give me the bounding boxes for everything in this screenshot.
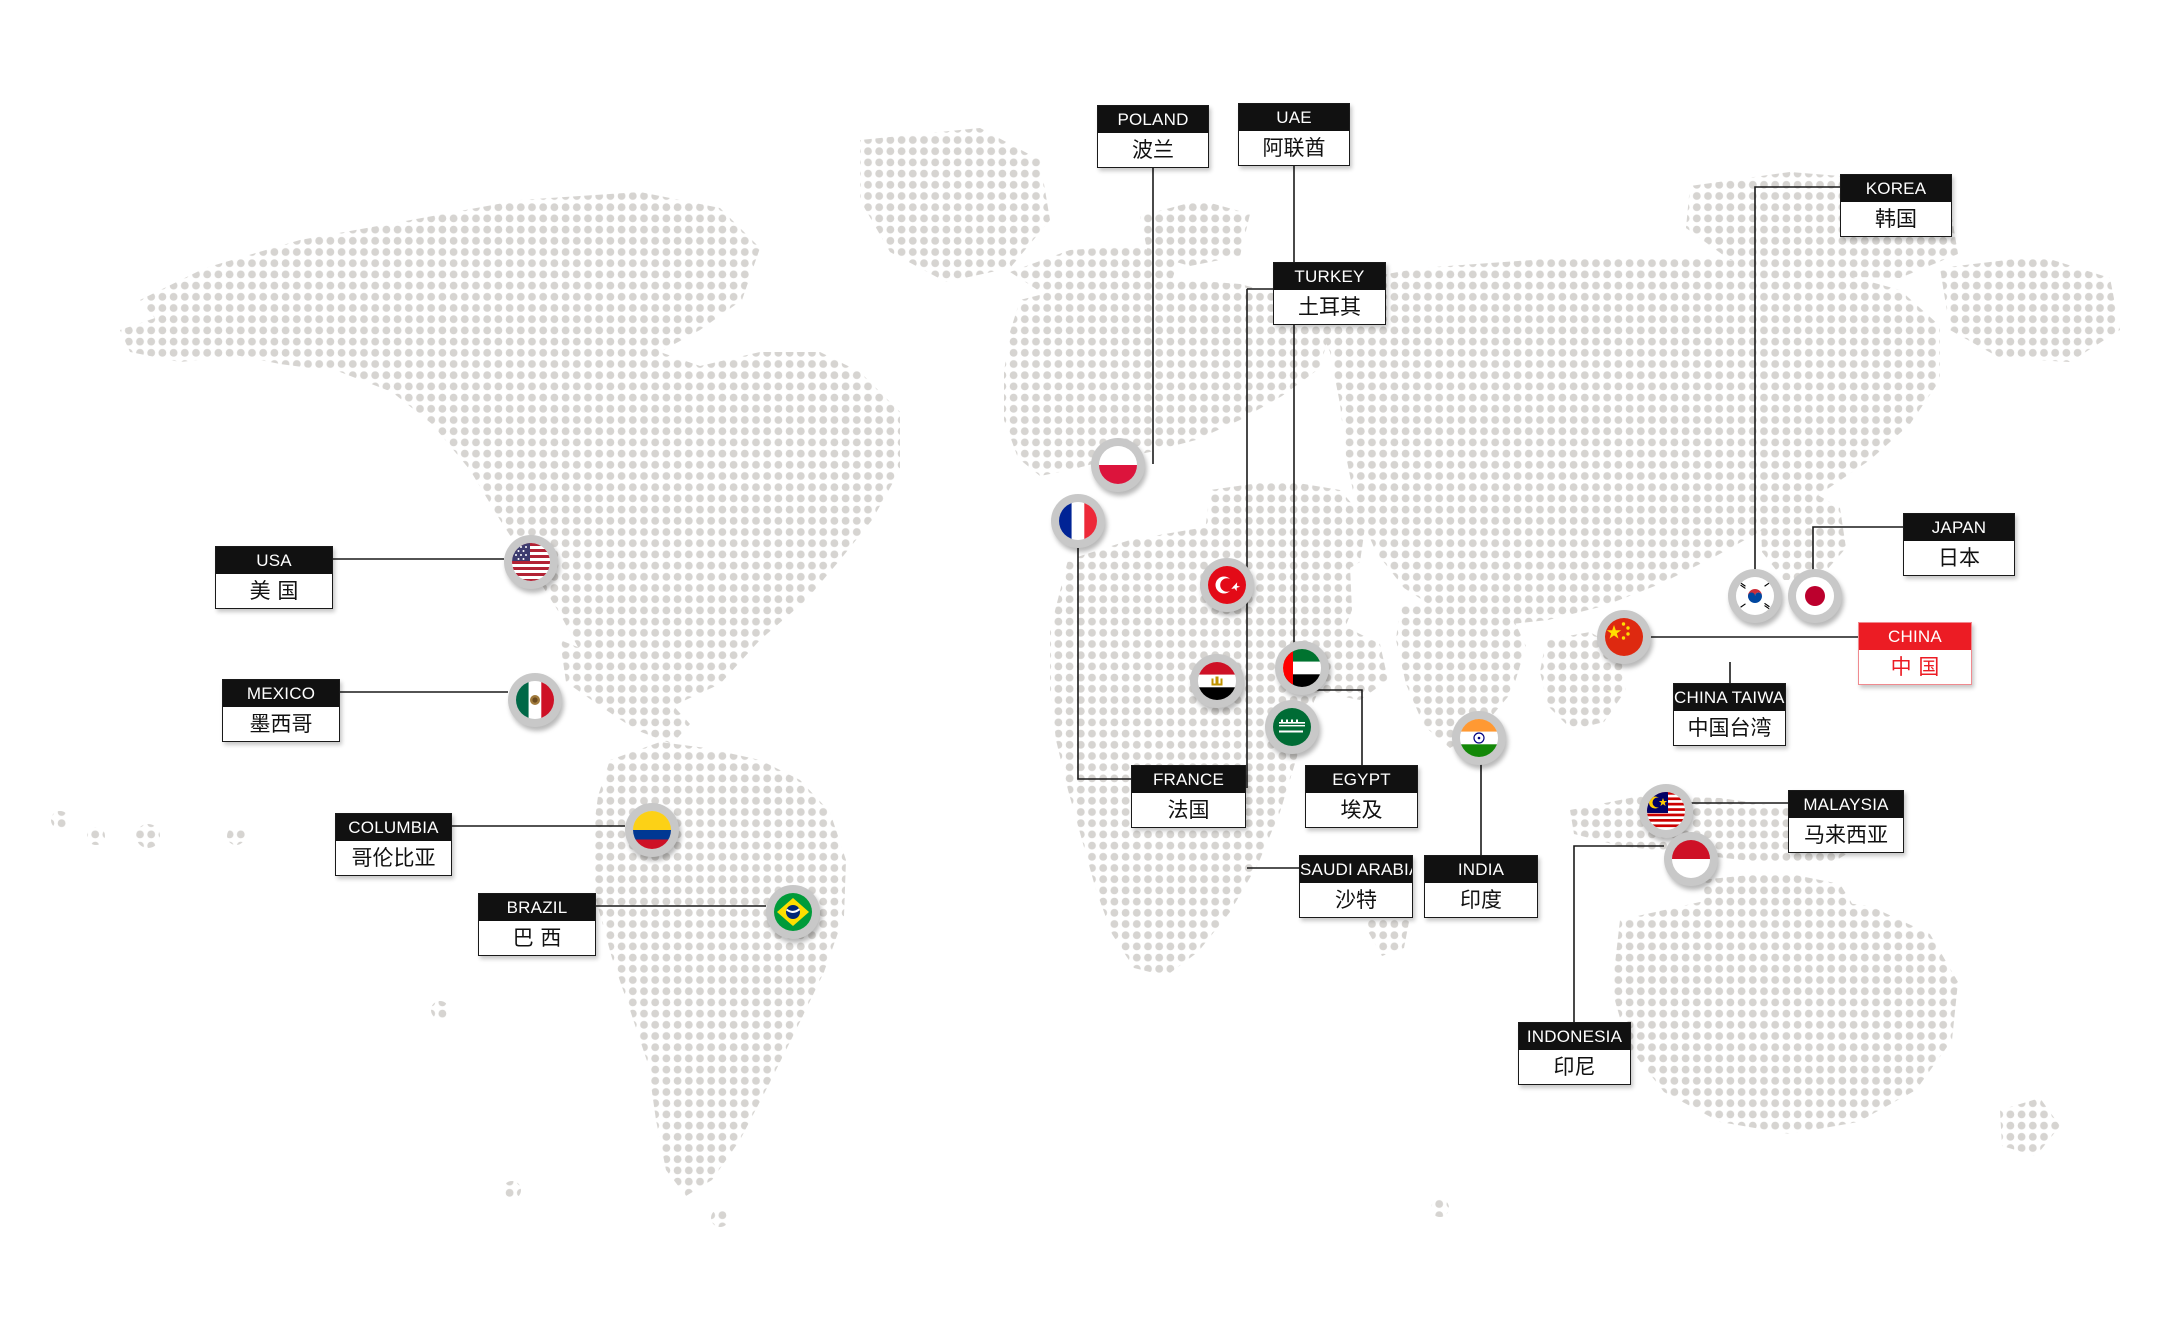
flag-indonesia-icon (1672, 840, 1710, 878)
flag-egypt-icon (1198, 662, 1236, 700)
flag-marker-indonesia[interactable] (1664, 832, 1718, 886)
callout-cn-turkey: 土耳其 (1298, 295, 1361, 319)
callout-cn-usa: 美 国 (249, 579, 299, 603)
callout-cn-uae: 阿联酋 (1262, 136, 1326, 160)
flag-brazil-icon (774, 893, 812, 931)
callout-cn-malaysia: 马来西亚 (1804, 823, 1888, 847)
callout-saudi-arabia[interactable]: SAUDI ARABIA 沙特 (1299, 855, 1413, 918)
callout-name-turkey: TURKEY (1274, 263, 1385, 290)
flag-malaysia-icon (1647, 792, 1685, 830)
callout-cn-india: 印度 (1460, 888, 1502, 912)
flag-marker-france[interactable] (1051, 494, 1105, 548)
flag-marker-japan[interactable] (1788, 569, 1842, 623)
callout-name-china-taiwan: CHINA TAIWAN (1674, 684, 1785, 711)
callout-name-indonesia: INDONESIA (1519, 1023, 1630, 1050)
flag-marker-saudi-arabia[interactable] (1265, 700, 1319, 754)
callout-japan[interactable]: JAPAN 日本 (1903, 513, 2015, 576)
callout-china[interactable]: CHINA 中 国 (1858, 622, 1972, 685)
callout-cn-japan: 日本 (1938, 546, 1980, 570)
callout-uae[interactable]: UAE 阿联酋 (1238, 103, 1350, 166)
callout-name-korea: KOREA (1841, 175, 1951, 202)
callout-name-mexico: MEXICO (223, 680, 339, 707)
callout-cn-poland: 波兰 (1132, 138, 1174, 162)
callout-cn-saudi-arabia: 沙特 (1335, 888, 1377, 912)
flag-marker-brazil[interactable] (766, 885, 820, 939)
callout-cn-korea: 韩国 (1875, 207, 1917, 231)
callout-cn-egypt: 埃及 (1340, 798, 1383, 822)
callout-name-japan: JAPAN (1904, 514, 2014, 541)
flag-marker-usa[interactable] (504, 535, 558, 589)
flag-marker-malaysia[interactable] (1639, 784, 1693, 838)
callout-name-poland: POLAND (1098, 106, 1208, 133)
flag-marker-china[interactable] (1597, 610, 1651, 664)
callout-poland[interactable]: POLAND 波兰 (1097, 105, 1209, 168)
flag-india-icon (1460, 719, 1498, 757)
callout-cn-france: 法国 (1167, 798, 1210, 822)
flag-turkey-icon (1208, 566, 1246, 604)
callout-name-saudi-arabia: SAUDI ARABIA (1300, 856, 1412, 883)
callout-egypt[interactable]: EGYPT 埃及 (1305, 765, 1418, 828)
callout-name-france: FRANCE (1132, 766, 1245, 793)
callout-cn-brazil: 巴 西 (512, 926, 562, 950)
flag-japan-icon (1796, 577, 1834, 615)
flag-saudi-icon (1273, 708, 1311, 746)
flag-marker-korea[interactable] (1728, 569, 1782, 623)
flag-usa-icon (512, 543, 550, 581)
callout-malaysia[interactable]: MALAYSIA 马来西亚 (1788, 790, 1904, 853)
callout-korea[interactable]: KOREA 韩国 (1840, 174, 1952, 237)
callout-name-columbia: COLUMBIA (336, 814, 451, 841)
callout-name-india: INDIA (1425, 856, 1537, 883)
flag-uae-icon (1283, 649, 1321, 687)
flag-marker-egypt[interactable] (1190, 654, 1244, 708)
flag-marker-turkey[interactable] (1200, 558, 1254, 612)
flag-mexico-icon (516, 681, 554, 719)
flag-marker-columbia[interactable] (625, 803, 679, 857)
flag-columbia-icon (633, 811, 671, 849)
flag-marker-uae[interactable] (1275, 641, 1329, 695)
callout-columbia[interactable]: COLUMBIA 哥伦比亚 (335, 813, 452, 876)
callout-turkey[interactable]: TURKEY 土耳其 (1273, 262, 1386, 325)
callout-cn-china-taiwan: 中国台湾 (1687, 716, 1772, 740)
callout-name-uae: UAE (1239, 104, 1349, 131)
callout-cn-mexico: 墨西哥 (249, 712, 313, 736)
callout-cn-columbia: 哥伦比亚 (351, 846, 436, 870)
callout-indonesia[interactable]: INDONESIA 印尼 (1518, 1022, 1631, 1085)
callout-france[interactable]: FRANCE 法国 (1131, 765, 1246, 828)
callout-cn-china: 中 国 (1890, 655, 1940, 679)
flag-marker-india[interactable] (1452, 711, 1506, 765)
callout-mexico[interactable]: MEXICO 墨西哥 (222, 679, 340, 742)
flag-marker-mexico[interactable] (508, 673, 562, 727)
callout-name-brazil: BRAZIL (479, 894, 595, 921)
callout-brazil[interactable]: BRAZIL 巴 西 (478, 893, 596, 956)
flag-marker-poland[interactable] (1091, 438, 1145, 492)
callout-name-usa: USA (216, 547, 332, 574)
flag-korea-icon (1736, 577, 1774, 615)
callout-china-taiwan[interactable]: CHINA TAIWAN 中国台湾 (1673, 683, 1786, 746)
callout-usa[interactable]: USA 美 国 (215, 546, 333, 609)
callout-name-egypt: EGYPT (1306, 766, 1417, 793)
callout-name-china: CHINA (1859, 623, 1971, 650)
flag-poland-icon (1099, 446, 1137, 484)
callout-india[interactable]: INDIA 印度 (1424, 855, 1538, 918)
flag-china-icon (1605, 618, 1643, 656)
callout-cn-indonesia: 印尼 (1553, 1055, 1596, 1079)
flag-france-icon (1059, 502, 1097, 540)
callout-name-malaysia: MALAYSIA (1789, 791, 1903, 818)
